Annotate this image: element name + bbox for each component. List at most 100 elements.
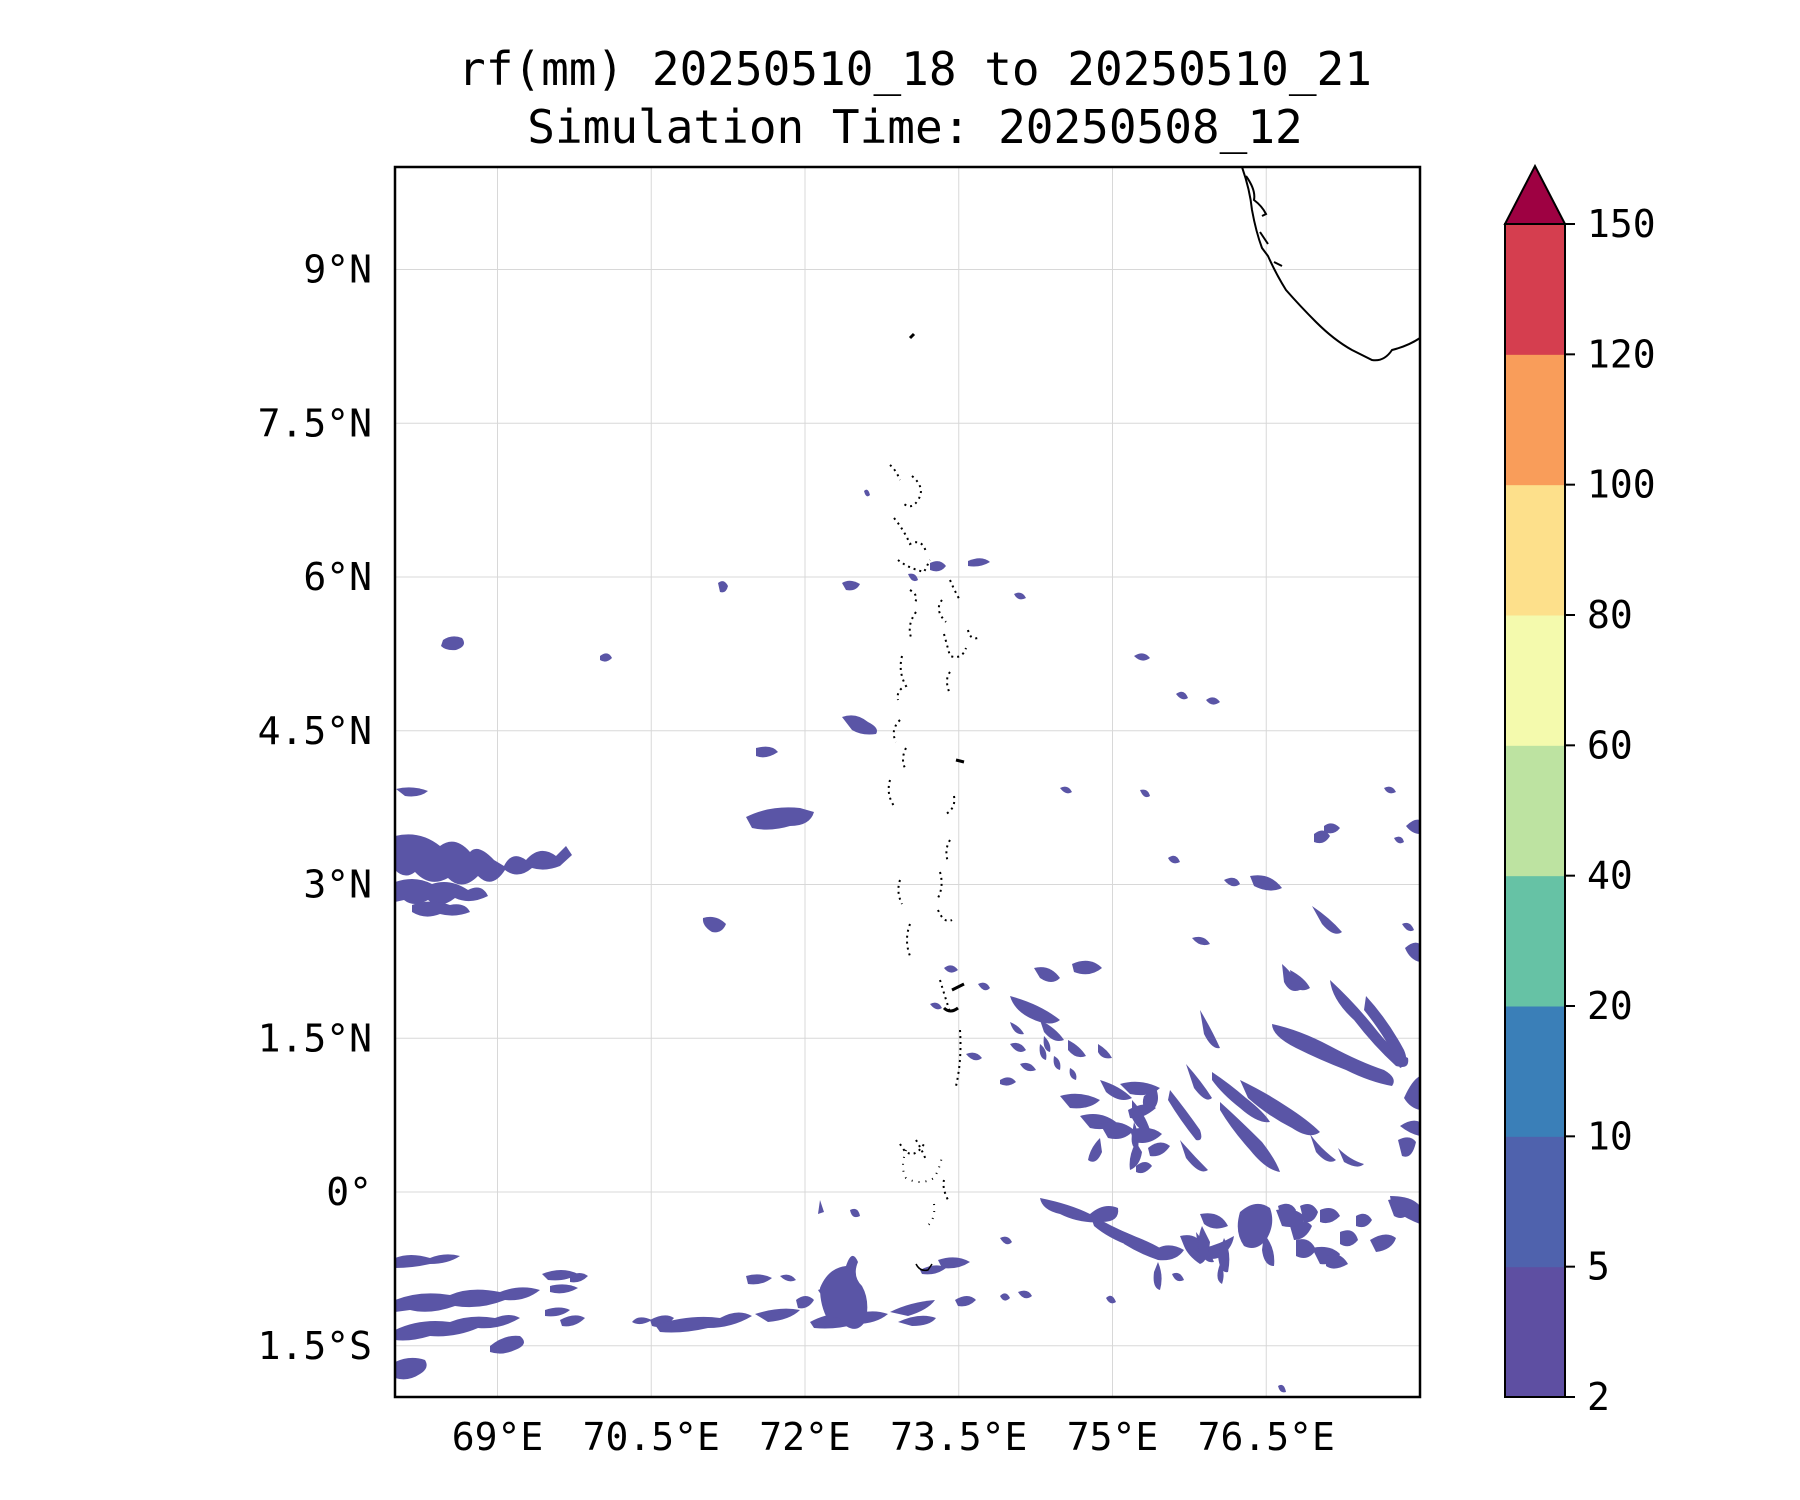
rain-patch <box>890 1300 935 1316</box>
colorbar-tick-label: 150 <box>1587 202 1656 246</box>
rain-patch <box>1120 1230 1184 1261</box>
rain-patch <box>395 878 488 905</box>
rain-patch <box>1088 1138 1102 1162</box>
rain-patch <box>1364 996 1407 1068</box>
atoll <box>887 464 979 1201</box>
rain-patch <box>1220 1102 1280 1172</box>
colorbar-frame <box>1504 223 1566 1398</box>
rain-patch <box>395 834 572 885</box>
rain-patch <box>864 489 870 497</box>
rain-patch <box>1192 936 1210 946</box>
rain-patch <box>1069 1068 1077 1080</box>
rain-patch <box>1068 1040 1086 1058</box>
rain-patch <box>1134 653 1150 661</box>
latitude-tick-label: 1.5°N <box>258 1016 372 1060</box>
rain-patch <box>1200 1010 1220 1049</box>
rain-patch <box>978 982 990 991</box>
rain-patch <box>632 1317 652 1325</box>
longitude-tick-label: 75°E <box>1067 1415 1159 1459</box>
rain-patch <box>395 1315 520 1341</box>
rain-patch <box>930 561 946 572</box>
colorbar-tick-label: 100 <box>1587 463 1656 507</box>
rain-patch <box>1014 592 1026 600</box>
rain-patch <box>1398 1137 1416 1157</box>
colorbar-segment <box>1505 224 1565 355</box>
rain-patch <box>1400 1120 1420 1136</box>
rain-patch <box>898 1315 936 1326</box>
rain-patch <box>1000 1077 1016 1086</box>
colorbar-tick-label: 120 <box>1587 332 1656 376</box>
colorbar-tick-label: 80 <box>1587 593 1633 637</box>
rain-patch <box>1405 942 1420 962</box>
rain-patch <box>1240 1080 1320 1136</box>
rain-patch <box>1018 1290 1032 1299</box>
map-title: rf(mm) 20250510_18 to 20250510_21 Simula… <box>390 40 1440 156</box>
rain-patch <box>1148 1142 1170 1157</box>
rain-patch <box>968 558 990 567</box>
rain-patch <box>1338 1148 1364 1167</box>
colorbar-extend-triangle <box>1503 163 1567 225</box>
colorbar-segment <box>1505 615 1565 746</box>
rain-patch <box>755 1308 800 1322</box>
colorbar-segment <box>1505 354 1565 486</box>
rain-patch <box>1320 1208 1340 1224</box>
rain-patch <box>1010 1042 1026 1052</box>
rain-patch <box>1198 1226 1210 1261</box>
rain-patch <box>1324 823 1340 834</box>
rain-patch <box>1040 1020 1064 1041</box>
rain-patch <box>1276 1209 1306 1227</box>
longitude-tick-label: 76.5°E <box>1198 1415 1335 1459</box>
rain-patch <box>1000 1293 1010 1301</box>
rain-patch <box>820 1255 868 1329</box>
rain-patch <box>1060 786 1072 794</box>
colorbar-tick-label: 60 <box>1587 723 1633 767</box>
rain-patch <box>1218 1238 1230 1273</box>
rain-patch <box>1326 1254 1348 1269</box>
rain-patch <box>955 1296 976 1307</box>
colorbar-segment <box>1505 745 1565 877</box>
rain-patch <box>938 1257 970 1269</box>
rain-patch <box>1168 1090 1202 1141</box>
india-coastline <box>1241 167 1420 362</box>
rain-patch <box>1100 1122 1134 1139</box>
rain-patch <box>944 965 958 973</box>
rain-patch <box>718 581 728 593</box>
longitude-tick-label: 73.5°E <box>890 1415 1027 1459</box>
india-coastline-lagoons <box>1245 175 1283 267</box>
rain-patch <box>1310 1134 1336 1162</box>
rain-patch <box>1314 830 1330 844</box>
latitude-tick-label: 1.5°S <box>258 1324 372 1368</box>
rain-patch <box>1340 1230 1358 1247</box>
rain-patch <box>1278 1384 1286 1393</box>
rain-patch <box>1217 1264 1224 1284</box>
rain-patch <box>1043 1036 1051 1052</box>
latitude-tick-label: 6°N <box>303 555 372 599</box>
rain-patch <box>1168 855 1180 864</box>
rain-patch <box>920 1265 946 1275</box>
rain-patch <box>1290 970 1310 991</box>
gridlines <box>395 167 1420 1397</box>
rain-patch <box>395 1254 460 1268</box>
rain-patch <box>818 1200 824 1214</box>
rain-patch <box>850 1208 860 1218</box>
rain-patch <box>395 1357 427 1380</box>
latitude-tick-label: 4.5°N <box>258 709 372 753</box>
rainfall-field <box>395 489 1420 1393</box>
title-line-2: Simulation Time: 20250508_12 <box>527 100 1303 154</box>
rain-patch <box>1237 1203 1273 1248</box>
rain-patch <box>1100 1080 1132 1100</box>
rain-patch <box>702 916 726 933</box>
colorbar-segment <box>1505 875 1565 1007</box>
rain-patch <box>1120 1081 1160 1096</box>
rain-patch <box>1129 1142 1142 1170</box>
colorbar-tick-label: 2 <box>1587 1375 1610 1419</box>
colorbar: 2 5 10 20 40 60 80 100 120 150 <box>1503 163 1656 1419</box>
rain-patch <box>1136 1162 1152 1174</box>
rain-patch <box>1384 786 1396 794</box>
rain-patch <box>1180 1140 1208 1172</box>
rain-patch <box>1040 1198 1119 1223</box>
rain-patch <box>1010 1022 1024 1035</box>
rain-patch <box>966 1052 982 1061</box>
rain-patch <box>746 807 814 830</box>
